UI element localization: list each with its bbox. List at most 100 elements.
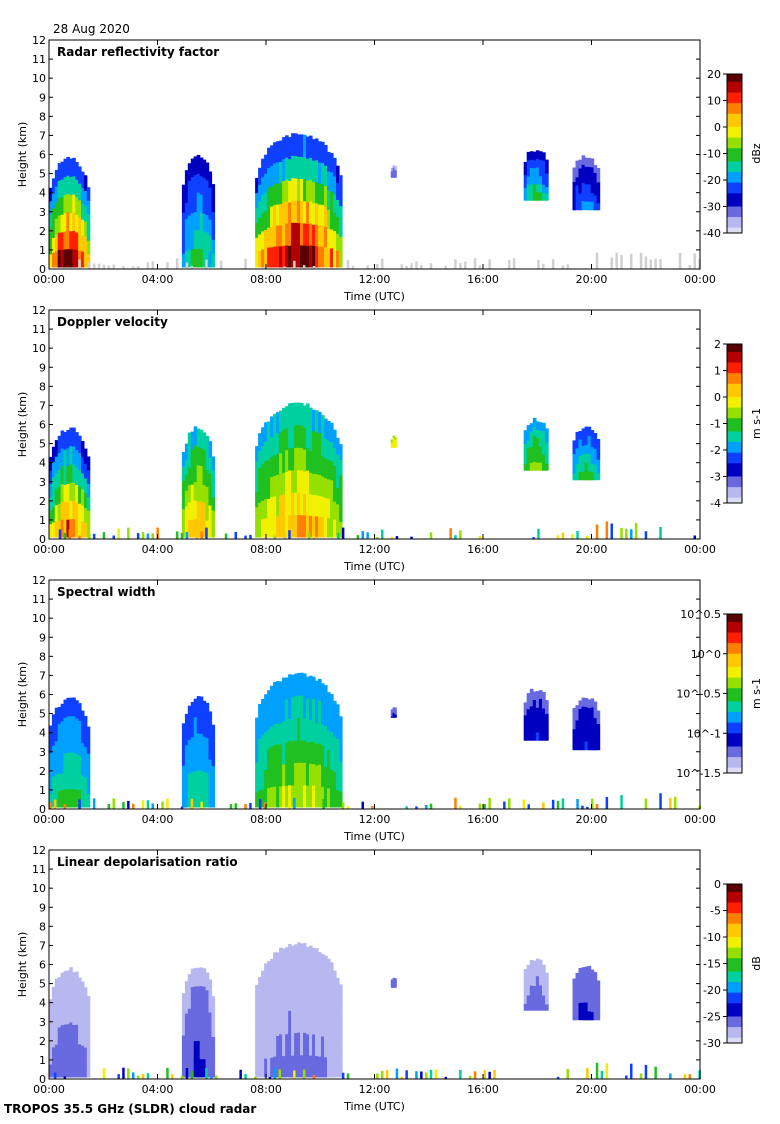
cloud-cell (545, 713, 549, 721)
y-tick-label: 12 (32, 574, 46, 587)
cloud-cell (273, 183, 277, 205)
cloud-cell (264, 460, 268, 481)
cloud-cell (69, 752, 73, 771)
cloud-cell (264, 154, 268, 174)
cloud-cell (190, 986, 195, 1006)
cloud-cell (181, 993, 186, 1008)
cloud-cell (535, 454, 540, 463)
cloud-cell (327, 228, 331, 249)
ground-echo (205, 1067, 208, 1079)
colorbar-band (727, 722, 742, 726)
y-tick-label: 3 (39, 476, 46, 489)
y-tick-label: 6 (39, 419, 46, 432)
cloud-cell (187, 739, 192, 757)
cloud-cell (333, 1041, 337, 1060)
x-tick-label: 00:00 (33, 543, 65, 556)
x-tick-label: 12:00 (359, 543, 391, 556)
colorbar-band (727, 672, 742, 676)
cloud-cell (211, 510, 216, 524)
cloud-cell (83, 731, 88, 747)
cloud-cell (394, 440, 397, 443)
y-tick-label: 0 (39, 263, 46, 276)
cloud-cell (78, 435, 82, 453)
cloud-cell (81, 219, 85, 236)
cloud-cell (270, 958, 274, 979)
cloud-cell (270, 705, 274, 727)
cloud-cell (318, 411, 322, 434)
cloud-cell (390, 979, 394, 982)
cloud-cell (202, 502, 207, 520)
colorbar-band (727, 84, 742, 88)
ground-echo (132, 1072, 135, 1079)
cloud-cell (300, 470, 304, 493)
cloud-cell (199, 985, 204, 1005)
colorbar-band (727, 725, 742, 729)
cloud-cell (538, 968, 543, 977)
cloud-cell (572, 735, 577, 744)
cloud-cell (57, 773, 62, 791)
cloud-cell (330, 479, 334, 500)
cloud-cell (72, 697, 76, 717)
ground-echo (405, 1070, 408, 1079)
panel-4: Linear depolarisation ratio0123456789101… (16, 844, 763, 1113)
cloud-cell (75, 232, 79, 250)
cloud-cell (184, 791, 189, 808)
colorbar-band (727, 937, 742, 941)
cloud-cell (86, 187, 91, 201)
cloud-cell (288, 1054, 292, 1078)
cloud-cell (72, 212, 76, 231)
cloud-cell (57, 486, 62, 504)
ground-echo (117, 1074, 120, 1079)
cloud-cell (297, 156, 301, 179)
cloud-cell (300, 739, 304, 763)
cloud-cell (575, 193, 580, 202)
cloud-cell (584, 426, 589, 436)
cloud-cell (300, 1010, 304, 1033)
cloud-cell (336, 454, 340, 472)
ground-echo (268, 1076, 272, 1079)
cloud-cell (196, 482, 201, 502)
cloud-cell (327, 711, 331, 731)
panel-title: Doppler velocity (57, 315, 168, 329)
cloud-cell (327, 958, 331, 979)
cloud-cell (75, 179, 79, 198)
cloud-cell (83, 478, 88, 494)
ground-echo (595, 1062, 599, 1079)
cloud-cell (270, 436, 274, 457)
x-tick-label: 08:00 (250, 1083, 282, 1096)
ground-echo (146, 800, 150, 809)
cloud-cell (205, 486, 210, 504)
y-tick-label: 1 (39, 784, 46, 797)
cloud-cell (333, 1023, 337, 1042)
cloud-cell (575, 712, 580, 721)
cloud-cell (315, 181, 319, 204)
cloud-cell (529, 462, 534, 471)
colorbar-tick-label: -2 (710, 444, 721, 457)
cloud-cell (297, 492, 301, 515)
cloud-cell (523, 443, 528, 451)
ground-echo (151, 533, 154, 539)
cloud-cell (535, 429, 540, 439)
cloud-cell (309, 245, 313, 268)
cloud-cell (532, 159, 537, 169)
cloud-cell (532, 417, 537, 427)
ground-echo (200, 531, 203, 539)
cloud-cell (208, 711, 213, 728)
colorbar-band (727, 473, 742, 477)
cloud-cell (303, 405, 307, 428)
cloud-cell (72, 1024, 76, 1043)
cloud-cell (190, 519, 195, 538)
colorbar-band (727, 206, 742, 210)
cloud-cell (584, 192, 589, 202)
cloud-cell (306, 403, 310, 427)
ground-echo (600, 1070, 604, 1079)
y-tick-label: 9 (39, 631, 46, 644)
y-tick-label: 12 (32, 304, 46, 317)
cloud-cell (282, 677, 286, 700)
cloud-cell (303, 156, 307, 180)
cloud-cell (205, 249, 210, 268)
cloud-cell (72, 734, 76, 753)
cloud-cell (261, 1041, 265, 1060)
cloud-cell (523, 456, 528, 464)
ground-echo (434, 1069, 438, 1079)
